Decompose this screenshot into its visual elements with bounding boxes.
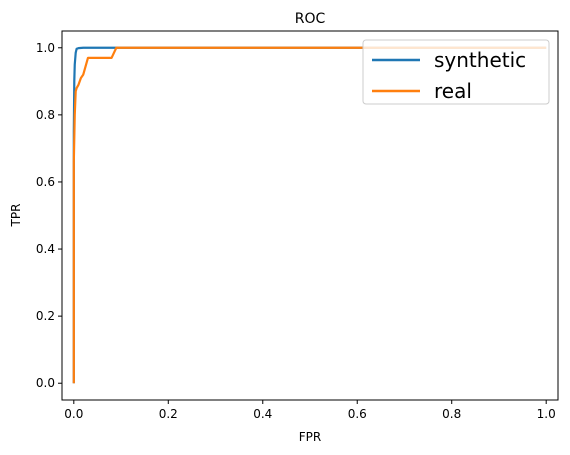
y-tick-label: 1.0	[36, 41, 55, 55]
legend-label-real: real	[434, 79, 472, 103]
x-tick-label: 0.0	[64, 407, 83, 421]
series-line-real	[72, 46, 547, 384]
y-axis-label: TPR	[9, 204, 23, 228]
y-tick-label: 0.0	[36, 376, 55, 390]
y-tick-label: 0.4	[36, 242, 55, 256]
x-axis-ticks: 0.0 0.2 0.4 0.6 0.8 1.0	[64, 400, 556, 421]
chart-title: ROC	[295, 11, 326, 27]
x-tick-label: 0.4	[253, 407, 272, 421]
y-tick-label: 0.8	[36, 108, 55, 122]
x-axis-label: FPR	[299, 430, 321, 444]
legend-label-synthetic: synthetic	[434, 48, 526, 72]
y-axis-ticks: 0.0 0.2 0.4 0.6 0.8 1.0	[36, 41, 62, 390]
y-tick-label: 0.2	[36, 309, 55, 323]
plot-area	[72, 46, 547, 384]
x-tick-label: 1.0	[537, 407, 556, 421]
y-tick-label: 0.6	[36, 175, 55, 189]
x-tick-label: 0.8	[442, 407, 461, 421]
x-tick-label: 0.6	[348, 407, 367, 421]
x-tick-label: 0.2	[159, 407, 178, 421]
legend-box	[362, 39, 550, 105]
legend: synthetic real	[362, 39, 550, 105]
plot-frame	[61, 30, 559, 401]
